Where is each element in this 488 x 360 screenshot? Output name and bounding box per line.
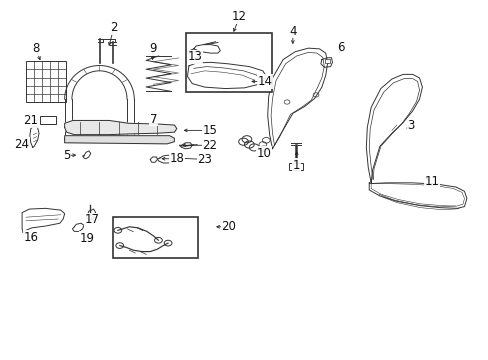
- Text: 19: 19: [80, 232, 95, 245]
- Text: 13: 13: [187, 50, 202, 63]
- Bar: [113, 217, 197, 258]
- Text: 9: 9: [148, 42, 156, 55]
- Text: 6: 6: [337, 41, 344, 54]
- Text: 24: 24: [15, 138, 30, 151]
- Text: 16: 16: [23, 231, 38, 244]
- Text: 2: 2: [110, 21, 118, 34]
- Text: 8: 8: [32, 42, 39, 55]
- Text: 23: 23: [197, 153, 212, 166]
- Text: 4: 4: [288, 24, 296, 38]
- Text: 1: 1: [292, 159, 300, 172]
- Text: 10: 10: [256, 147, 271, 160]
- Bar: [324, 59, 329, 63]
- Polygon shape: [64, 136, 174, 144]
- Text: 12: 12: [232, 10, 246, 23]
- Text: 20: 20: [221, 220, 236, 233]
- Text: 17: 17: [84, 213, 100, 226]
- Text: 14: 14: [257, 75, 272, 88]
- Text: 5: 5: [63, 149, 70, 162]
- Text: 22: 22: [202, 139, 217, 152]
- Bar: [288, 163, 302, 170]
- Text: 3: 3: [407, 118, 414, 131]
- Bar: [26, 61, 65, 102]
- Bar: [185, 32, 271, 92]
- Polygon shape: [64, 121, 177, 135]
- Text: 7: 7: [149, 113, 157, 126]
- Bar: [41, 116, 56, 124]
- Text: 18: 18: [169, 152, 184, 165]
- Text: 15: 15: [202, 124, 217, 137]
- Text: 11: 11: [424, 175, 439, 188]
- Text: 21: 21: [23, 114, 38, 127]
